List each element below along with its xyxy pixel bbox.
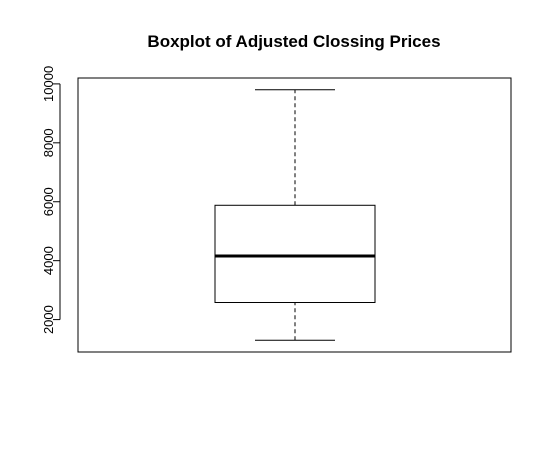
box-group	[214, 89, 376, 341]
y-axis: 2000 4000 6000 8000 10000	[41, 66, 61, 334]
y-tick-label: 10000	[41, 66, 56, 102]
y-tick-label: 4000	[41, 246, 56, 275]
y-tick-label: 8000	[41, 128, 56, 157]
y-tick-label: 2000	[41, 305, 56, 334]
chart-title: Boxplot of Adjusted Clossing Prices	[147, 32, 440, 51]
y-tick-label: 6000	[41, 187, 56, 216]
plot-frame	[77, 77, 512, 353]
interquartile-box	[214, 204, 376, 304]
